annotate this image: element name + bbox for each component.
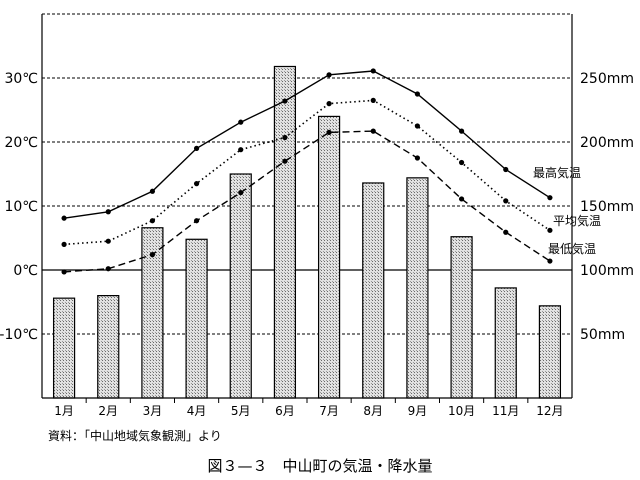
series-point bbox=[193, 145, 200, 151]
series-point bbox=[193, 181, 200, 187]
series-line bbox=[64, 130, 551, 273]
series-point bbox=[547, 195, 553, 201]
grid-lines bbox=[42, 13, 572, 335]
precipitation-bar bbox=[229, 173, 252, 399]
precipitation-bar bbox=[450, 236, 473, 399]
figure-caption: 図３—３ 中山町の気温・降水量 bbox=[207, 457, 433, 475]
x-tick-label: 7月 bbox=[319, 404, 339, 418]
series-point bbox=[458, 128, 465, 134]
axes bbox=[41, 14, 573, 403]
x-tick-label: 2月 bbox=[98, 404, 118, 418]
series-point bbox=[105, 209, 111, 215]
precipitation-bar bbox=[406, 177, 429, 399]
right-tick-label: 50mm bbox=[580, 327, 625, 343]
series-point bbox=[503, 166, 509, 173]
x-tick-label: 8月 bbox=[363, 404, 383, 418]
series-point bbox=[105, 266, 111, 272]
series-point bbox=[61, 215, 67, 221]
left-tick-label: 0℃ bbox=[13, 263, 38, 279]
x-tick-label: 10月 bbox=[448, 404, 475, 418]
x-tick-label: 9月 bbox=[408, 404, 428, 418]
series-point bbox=[547, 258, 553, 264]
right-tick-label: 200mm bbox=[580, 135, 634, 151]
x-tick-label: 12月 bbox=[536, 404, 563, 418]
series-point bbox=[370, 128, 376, 134]
series-point bbox=[503, 229, 509, 235]
series-point bbox=[238, 147, 244, 153]
series-point bbox=[61, 241, 67, 247]
series-point bbox=[193, 218, 200, 224]
series-point bbox=[105, 238, 111, 244]
temperature-lines bbox=[61, 68, 553, 275]
source-note: 資料：「中山地域気象観測」より bbox=[48, 429, 222, 443]
series-point bbox=[149, 218, 156, 224]
series-label: 最低気温 bbox=[548, 241, 596, 256]
precipitation-bar bbox=[494, 287, 517, 399]
precipitation-bar bbox=[97, 295, 120, 399]
precipitation-bar bbox=[273, 65, 297, 399]
x-tick-label: 1月 bbox=[54, 404, 74, 418]
series-point bbox=[238, 119, 244, 125]
series-label: 平均気温 bbox=[553, 213, 601, 228]
series-point bbox=[370, 68, 376, 74]
series-label: 最高気温 bbox=[533, 165, 581, 180]
series-point bbox=[370, 97, 376, 103]
series-point bbox=[458, 196, 465, 202]
x-tick-label: 5月 bbox=[231, 404, 251, 418]
series-point bbox=[282, 98, 288, 104]
precipitation-bar bbox=[362, 182, 385, 399]
x-tick-label: 4月 bbox=[187, 404, 207, 418]
series-point bbox=[61, 269, 67, 275]
right-tick-label: 150mm bbox=[580, 199, 634, 215]
right-tick-label: 250mm bbox=[580, 71, 634, 87]
series-point bbox=[326, 72, 332, 78]
x-tick-label: 11月 bbox=[492, 404, 519, 418]
x-tick-label: 6月 bbox=[275, 404, 295, 418]
series-line bbox=[64, 99, 551, 246]
left-tick-label: 30℃ bbox=[4, 71, 38, 87]
precipitation-bar bbox=[185, 238, 208, 399]
left-tick-label: 20℃ bbox=[4, 135, 38, 151]
tick-labels: 30℃ 20℃ 10℃ 0℃ -10℃ 250mm 200mm 150mm 100mm 50mm 1… bbox=[0, 71, 634, 418]
series-point bbox=[326, 101, 332, 107]
series-point bbox=[458, 159, 465, 166]
left-tick-label: -10℃ bbox=[0, 327, 38, 343]
precipitation-bar bbox=[538, 305, 562, 399]
series-point bbox=[149, 252, 156, 258]
series-point bbox=[414, 91, 421, 97]
series-point bbox=[503, 198, 509, 204]
series-point bbox=[414, 123, 421, 129]
series-point bbox=[149, 188, 156, 194]
x-tick-label: 3月 bbox=[143, 404, 163, 418]
left-tick-label: 10℃ bbox=[4, 199, 38, 215]
precipitation-bars bbox=[52, 65, 562, 399]
precipitation-bar bbox=[52, 297, 76, 399]
series-point bbox=[414, 155, 421, 161]
right-tick-label: 100mm bbox=[580, 263, 634, 279]
series-point bbox=[547, 227, 553, 233]
precipitation-bar bbox=[317, 115, 341, 399]
series-point bbox=[282, 158, 288, 164]
series-point bbox=[326, 129, 332, 135]
series-line bbox=[63, 70, 551, 219]
series-point bbox=[238, 189, 244, 196]
series-point bbox=[282, 134, 288, 141]
